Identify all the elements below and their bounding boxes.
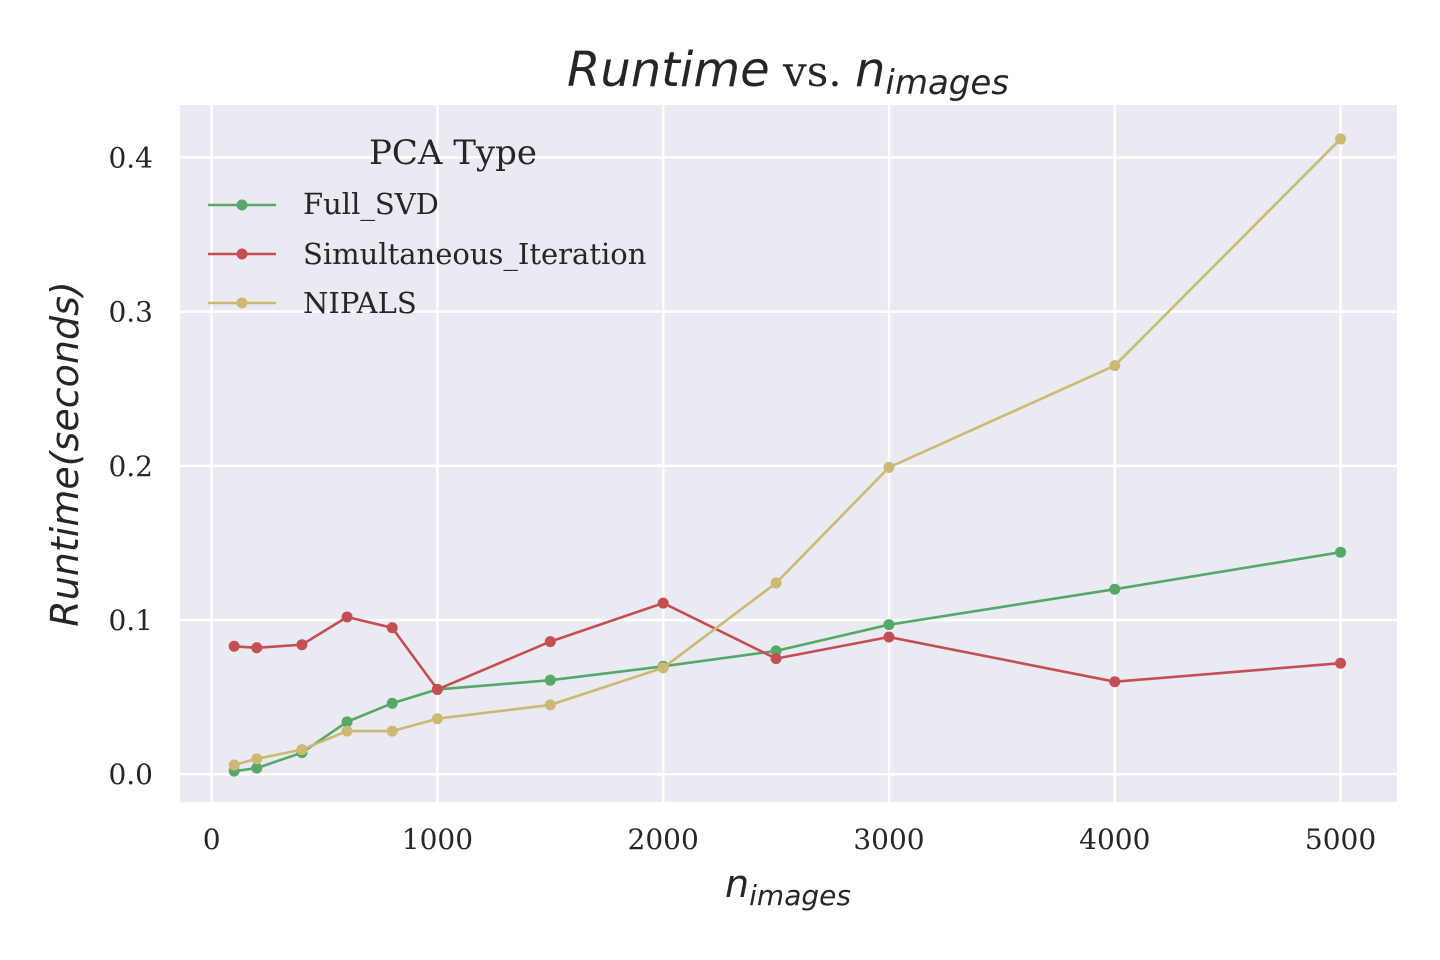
data-point-simultaneous-iteration	[341, 611, 353, 623]
x-tick-label: 4000	[1079, 823, 1150, 856]
series-nipals	[228, 133, 1347, 771]
chart-title-italic: Runtime	[567, 42, 770, 98]
y-tick-label: 0.3	[108, 296, 153, 329]
legend: PCA Type Full_SVD Simultaneous_Iteration…	[208, 133, 646, 320]
y-tick-label: 0.2	[108, 450, 153, 483]
data-point-nipals	[544, 699, 556, 711]
data-point-nipals	[341, 725, 353, 737]
data-point-nipals	[1335, 133, 1347, 145]
y-axis-label: Runtime(seconds)	[43, 281, 87, 626]
data-point-full-svd	[883, 619, 895, 631]
legend-entry-nipals: NIPALS	[208, 286, 417, 320]
data-point-nipals	[1109, 360, 1121, 372]
legend-title: PCA Type	[369, 133, 537, 173]
legend-marker-nipals	[236, 297, 248, 309]
data-point-full-svd	[386, 697, 398, 709]
chart-title-math-sub: images	[885, 63, 1009, 103]
data-point-nipals	[228, 759, 240, 771]
legend-label-simultaneous-iteration: Simultaneous_Iteration	[303, 237, 646, 272]
y-tick-label: 0.1	[108, 604, 153, 637]
data-point-nipals	[657, 662, 669, 674]
x-tick-label: 0	[203, 823, 221, 856]
y-tick-label: 0.0	[108, 758, 153, 791]
data-point-simultaneous-iteration	[544, 636, 556, 648]
chart-title-math-base: n	[855, 42, 885, 98]
chart-title: Runtime vs. nimages	[567, 42, 1009, 103]
y-tick-label: 0.4	[108, 141, 153, 174]
x-tick-label: 1000	[402, 823, 473, 856]
x-axis-label-base: n	[725, 862, 749, 906]
series-lines	[228, 133, 1347, 777]
data-point-simultaneous-iteration	[296, 639, 308, 651]
series-line-nipals	[233, 137, 1342, 767]
chart-title-plain: vs.	[770, 47, 855, 96]
data-point-nipals	[770, 577, 782, 589]
legend-label-nipals: NIPALS	[303, 286, 417, 320]
legend-marker-full-svd	[236, 199, 248, 211]
data-point-full-svd	[251, 762, 263, 774]
x-tick-label: 3000	[853, 823, 924, 856]
data-point-simultaneous-iteration	[251, 642, 263, 654]
data-point-simultaneous-iteration	[386, 622, 398, 634]
data-point-full-svd	[544, 674, 556, 686]
x-axis-label: nimages	[725, 862, 851, 912]
data-point-simultaneous-iteration	[1335, 657, 1347, 669]
grid-lines	[180, 105, 1397, 802]
x-axis-label-sub: images	[749, 879, 851, 912]
data-point-nipals	[431, 713, 443, 725]
data-point-full-svd	[1335, 546, 1347, 558]
legend-entry-full-svd: Full_SVD	[208, 187, 439, 222]
data-point-simultaneous-iteration	[657, 597, 669, 609]
legend-entry-simultaneous-iteration: Simultaneous_Iteration	[208, 237, 646, 272]
data-point-nipals	[883, 461, 895, 473]
data-point-full-svd	[1109, 583, 1121, 595]
data-point-full-svd	[341, 716, 353, 728]
data-point-simultaneous-iteration	[228, 640, 240, 652]
data-point-full-svd	[770, 645, 782, 657]
legend-label-full-svd: Full_SVD	[303, 187, 439, 222]
data-point-simultaneous-iteration	[1109, 676, 1121, 688]
data-point-simultaneous-iteration	[431, 683, 443, 695]
data-point-simultaneous-iteration	[770, 653, 782, 665]
plot-area-background	[180, 105, 1397, 802]
x-tick-label: 2000	[628, 823, 699, 856]
data-point-nipals	[251, 753, 263, 765]
x-tick-labels: 0 1000 2000 3000 4000 5000	[203, 823, 1376, 856]
series-line-simultaneous-iteration	[234, 601, 1341, 691]
series-simultaneous-iteration	[228, 597, 1347, 695]
data-point-nipals	[386, 725, 398, 737]
legend-marker-simultaneous-iteration	[236, 248, 248, 260]
y-tick-labels: 0.0 0.1 0.2 0.3 0.4	[108, 141, 153, 791]
data-point-nipals	[296, 744, 308, 756]
x-tick-label: 5000	[1305, 823, 1376, 856]
series-line-full-svd	[234, 550, 1341, 773]
data-point-simultaneous-iteration	[883, 631, 895, 643]
